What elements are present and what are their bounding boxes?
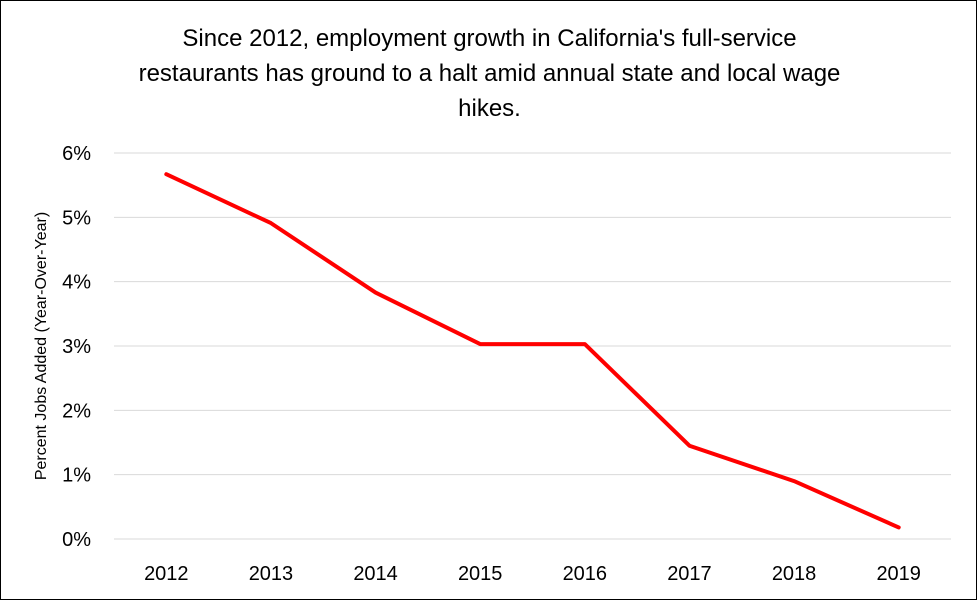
y-tick-label: 6% — [62, 143, 91, 165]
x-tick-label: 2016 — [563, 563, 608, 585]
x-tick-label: 2014 — [353, 563, 398, 585]
y-tick-label: 3% — [62, 336, 91, 358]
x-tick-label: 2017 — [667, 563, 712, 585]
x-tick-label: 2018 — [772, 563, 817, 585]
y-tick-label: 5% — [62, 207, 91, 229]
chart-title: Since 2012, employment growth in Califor… — [138, 25, 841, 122]
x-tick-label: 2012 — [144, 563, 189, 585]
y-tick-labels: 0% 1% 2% 3% 4% 5% 6% — [62, 143, 91, 551]
y-tick-label: 0% — [62, 529, 91, 551]
x-tick-label: 2015 — [458, 563, 503, 585]
y-tick-label: 2% — [62, 400, 91, 422]
x-tick-label: 2013 — [249, 563, 294, 585]
x-tick-label: 2019 — [876, 563, 921, 585]
series-line — [164, 172, 901, 530]
x-tick-labels: 2012 2013 2014 2015 2016 2017 2018 2019 — [144, 563, 921, 585]
y-tick-label: 1% — [62, 465, 91, 487]
series-lines — [164, 172, 901, 530]
y-tick-label: 4% — [62, 272, 91, 294]
